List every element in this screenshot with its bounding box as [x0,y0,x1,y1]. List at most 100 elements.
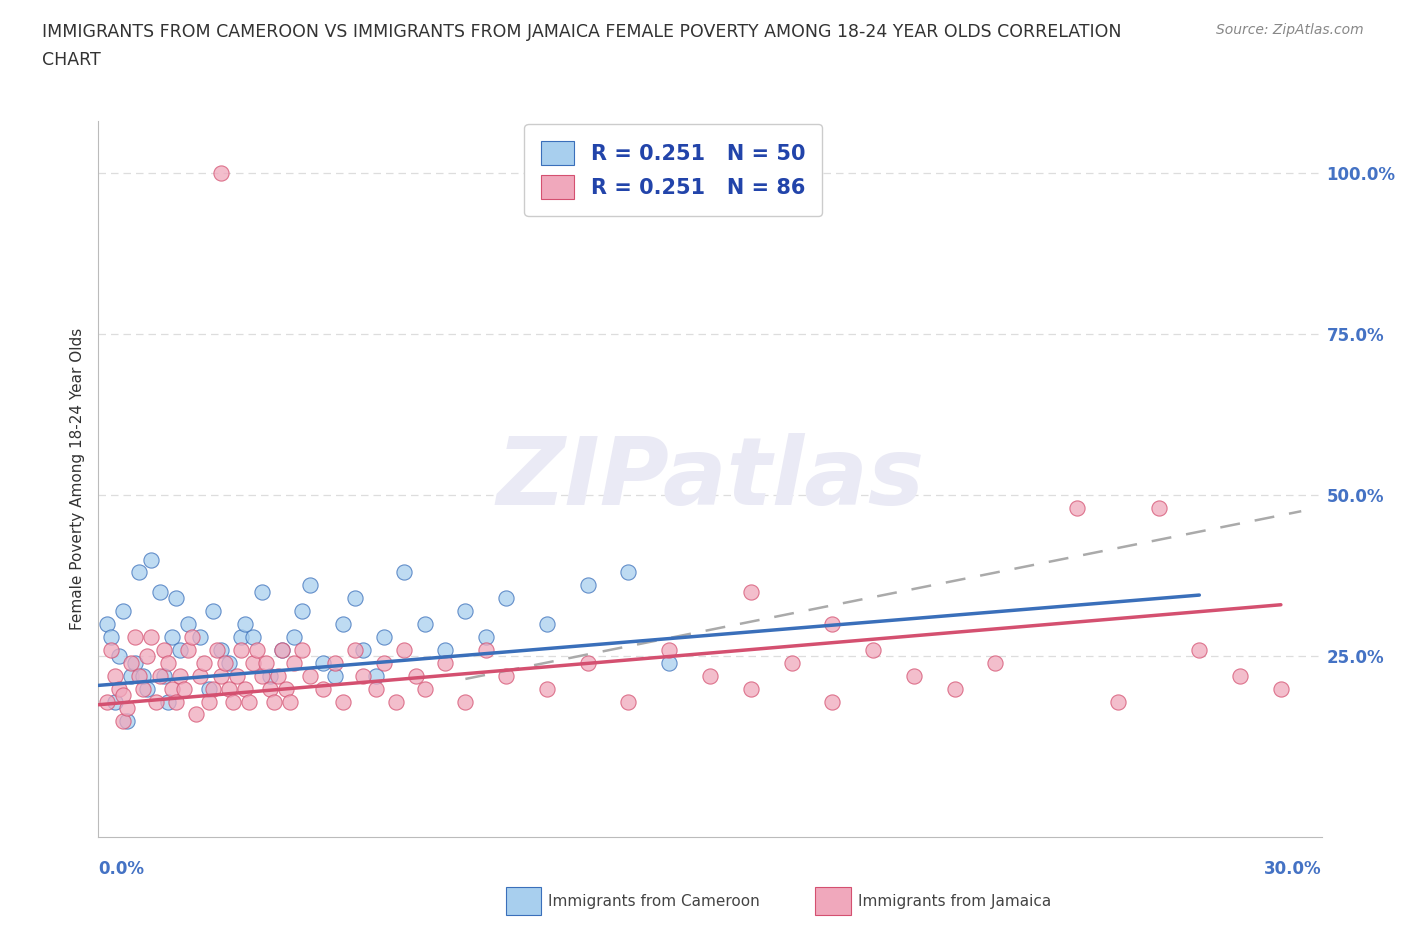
Point [392,643,416,658]
Point [188,630,212,644]
Point [132,669,155,684]
Point [188,669,212,684]
Point [364,681,387,696]
Point [617,565,640,580]
Point [862,643,884,658]
Point [242,656,264,671]
Point [576,656,599,671]
Point [233,617,256,631]
Point [373,630,395,644]
Point [1188,643,1211,658]
Point [177,643,200,658]
Point [149,669,172,684]
Point [141,630,163,644]
Point [344,643,367,658]
Point [193,656,215,671]
Point [332,694,354,709]
Point [233,681,256,696]
Point [222,694,245,709]
Y-axis label: Female Poverty Among 18-24 Year Olds: Female Poverty Among 18-24 Year Olds [69,328,84,631]
Point [165,591,187,605]
Point [332,617,354,631]
Text: CHART: CHART [42,51,101,69]
Point [299,578,322,592]
Point [434,643,457,658]
Point [209,165,232,179]
Point [108,681,131,696]
Text: IMMIGRANTS FROM CAMEROON VS IMMIGRANTS FROM JAMAICA FEMALE POVERTY AMONG 18-24 Y: IMMIGRANTS FROM CAMEROON VS IMMIGRANTS F… [42,23,1122,41]
Point [104,694,127,709]
Point [1147,500,1170,515]
Point [259,681,281,696]
Point [699,669,721,684]
Point [536,681,558,696]
Point [270,643,294,658]
Point [283,656,305,671]
Point [270,643,294,658]
Point [160,630,183,644]
Point [1270,681,1292,696]
Point [454,694,477,709]
Point [617,694,640,709]
Point [160,681,183,696]
Point [218,656,240,671]
Point [238,694,260,709]
Point [312,656,335,671]
Point [145,694,167,709]
Point [1229,669,1251,684]
Point [152,669,174,684]
Point [177,617,200,631]
Point [434,656,457,671]
Point [231,630,253,644]
Point [267,669,290,684]
Point [218,681,240,696]
Point [780,656,803,671]
Point [536,617,558,631]
Point [259,669,281,684]
Text: Immigrants from Cameroon: Immigrants from Cameroon [548,894,761,909]
Point [111,713,134,728]
Point [115,700,138,715]
Point [197,681,219,696]
Point [274,681,297,696]
Point [291,604,314,618]
Point [413,617,436,631]
Point [392,565,416,580]
Point [132,681,155,696]
Point [128,669,150,684]
Point [108,649,131,664]
Point [156,694,179,709]
Point [120,656,142,671]
Point [291,643,314,658]
Point [385,694,408,709]
Point [173,681,195,696]
Point [96,617,118,631]
Point [124,630,146,644]
Point [283,630,305,644]
Point [821,694,844,709]
Point [278,694,301,709]
Point [943,681,966,696]
Point [352,643,374,658]
Point [111,687,134,702]
Point [740,681,762,696]
Text: Immigrants from Jamaica: Immigrants from Jamaica [858,894,1050,909]
Point [169,669,191,684]
Point [186,707,208,722]
Point [344,591,367,605]
Point [165,694,187,709]
Text: ZIPatlas: ZIPatlas [496,433,924,525]
Point [156,656,179,671]
Point [405,669,427,684]
Point [111,604,134,618]
Point [209,669,232,684]
Point [128,565,150,580]
Point [250,584,273,599]
Point [495,591,517,605]
Point [152,643,174,658]
Point [100,643,122,658]
Point [658,643,681,658]
Point [100,630,122,644]
Point [373,656,395,671]
Point [136,681,159,696]
